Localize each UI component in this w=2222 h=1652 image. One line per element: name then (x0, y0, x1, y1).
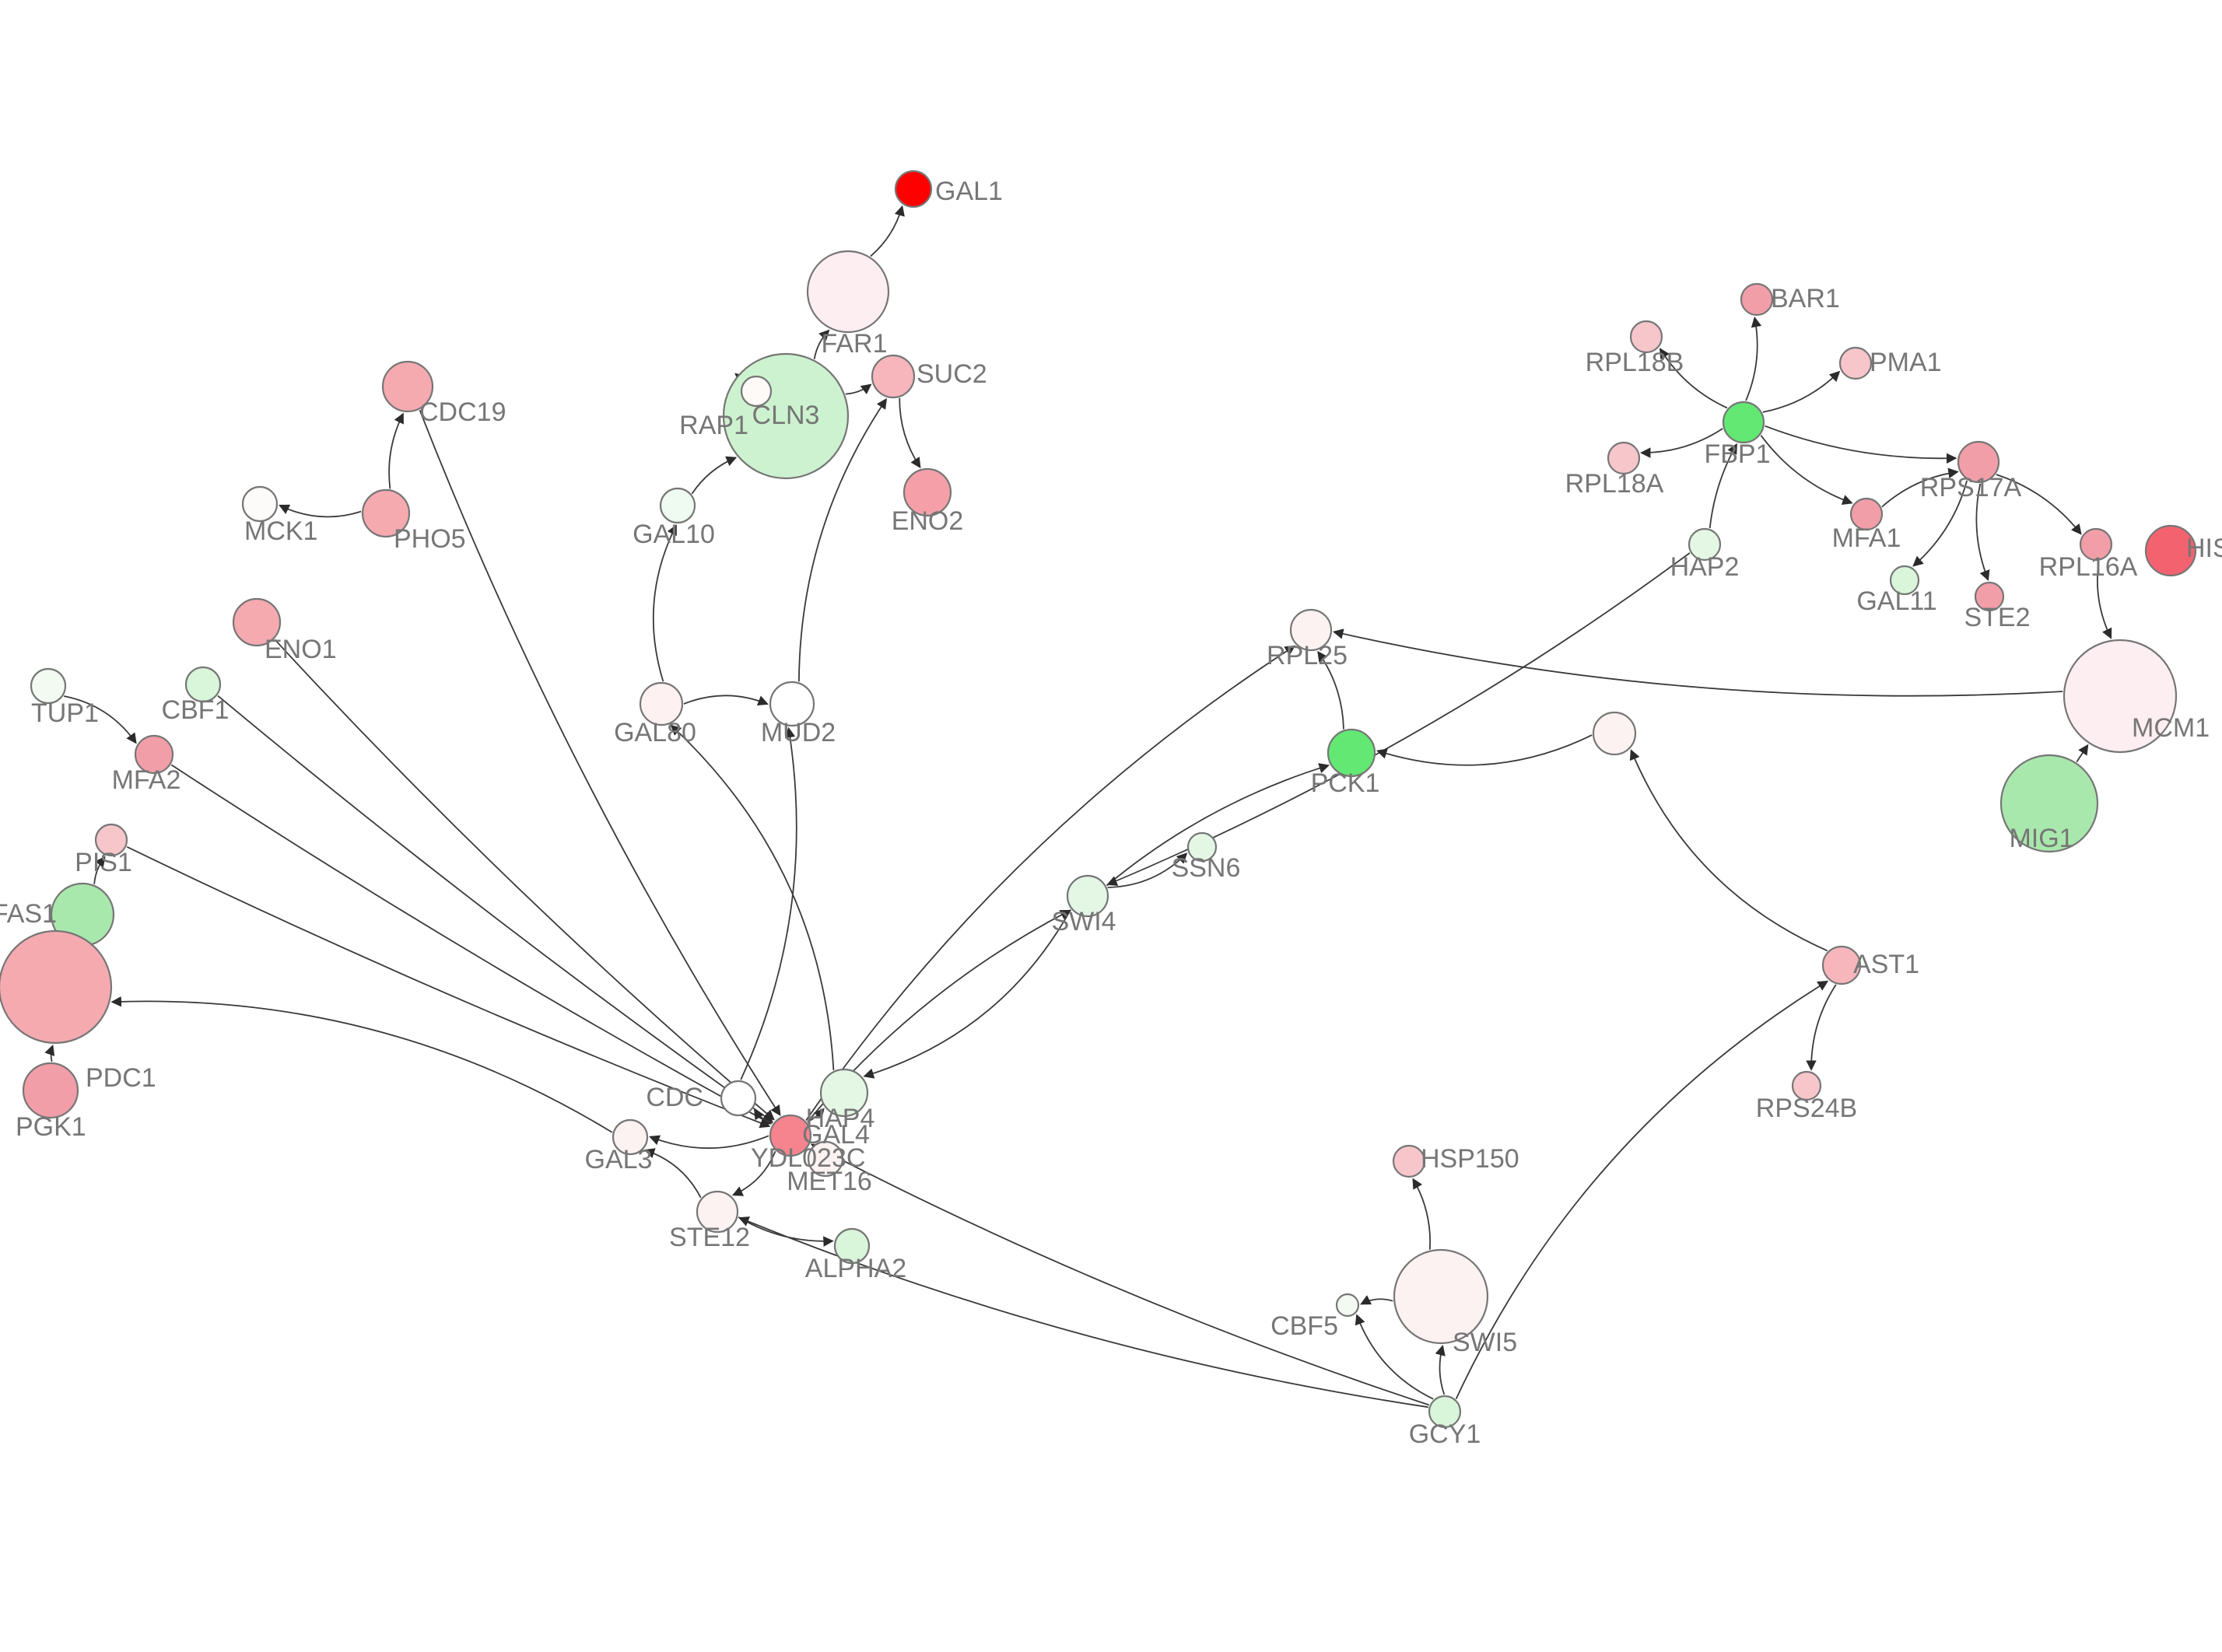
svg-text:ALPHA2: ALPHA2 (805, 1254, 906, 1283)
svg-text:RAP1: RAP1 (679, 411, 748, 440)
svg-text:ENO2: ENO2 (892, 506, 964, 536)
svg-text:BAR1: BAR1 (1771, 284, 1840, 313)
svg-text:PDC1: PDC1 (86, 1063, 156, 1093)
svg-text:RPL18A: RPL18A (1565, 469, 1664, 499)
svg-text:HAP2: HAP2 (1670, 552, 1740, 582)
svg-text:HAP4: HAP4 (806, 1104, 875, 1133)
svg-text:RPS17A: RPS17A (1920, 473, 2022, 502)
svg-text:AST1: AST1 (1853, 950, 1919, 979)
svg-text:SSN6: SSN6 (1172, 853, 1241, 883)
svg-text:STE2: STE2 (1964, 603, 2030, 632)
svg-text:FBP1: FBP1 (1704, 439, 1770, 469)
svg-text:SUC2: SUC2 (916, 359, 987, 389)
svg-text:GAL1: GAL1 (935, 177, 1003, 206)
svg-text:RPL18B: RPL18B (1586, 348, 1684, 377)
svg-text:CDC: CDC (646, 1083, 703, 1112)
svg-text:PMA1: PMA1 (1870, 348, 1942, 377)
svg-text:MFA2: MFA2 (112, 765, 181, 795)
svg-text:SWI4: SWI4 (1051, 907, 1116, 936)
svg-text:MIG1: MIG1 (2009, 824, 2073, 853)
svg-text:RPL25: RPL25 (1267, 641, 1348, 670)
svg-text:HSP150: HSP150 (1421, 1144, 1519, 1174)
svg-text:MCK1: MCK1 (244, 516, 317, 546)
svg-text:FAS1: FAS1 (0, 899, 57, 929)
svg-text:GAL80: GAL80 (614, 718, 696, 747)
svg-text:ENO1: ENO1 (265, 635, 337, 664)
svg-text:TUP1: TUP1 (31, 698, 99, 728)
svg-text:MCM1: MCM1 (2132, 713, 2210, 743)
svg-text:RPS24B: RPS24B (1756, 1094, 1857, 1123)
svg-text:GAL11: GAL11 (1856, 586, 1936, 616)
svg-text:CDC19: CDC19 (419, 397, 506, 427)
svg-text:FAR1: FAR1 (821, 329, 887, 359)
svg-text:CBF5: CBF5 (1270, 1311, 1338, 1341)
svg-text:STE12: STE12 (669, 1223, 750, 1252)
svg-text:PCK1: PCK1 (1311, 768, 1380, 798)
svg-text:CBF1: CBF1 (162, 695, 230, 725)
svg-text:CLN3: CLN3 (752, 401, 820, 430)
svg-text:RPL16A: RPL16A (2039, 552, 2138, 582)
svg-text:HIS4: HIS4 (2186, 534, 2222, 563)
svg-text:MFA1: MFA1 (1832, 523, 1901, 553)
svg-text:PGK1: PGK1 (16, 1112, 86, 1142)
svg-text:YDL023C: YDL023C (751, 1143, 865, 1173)
svg-text:PHO5: PHO5 (394, 524, 466, 554)
svg-text:SWI5: SWI5 (1453, 1328, 1517, 1357)
svg-text:GAL10: GAL10 (633, 520, 715, 549)
svg-text:MUD2: MUD2 (761, 718, 836, 747)
svg-text:PIS1: PIS1 (75, 848, 132, 877)
svg-text:GAL3: GAL3 (585, 1145, 653, 1174)
svg-text:GCY1: GCY1 (1409, 1419, 1481, 1449)
